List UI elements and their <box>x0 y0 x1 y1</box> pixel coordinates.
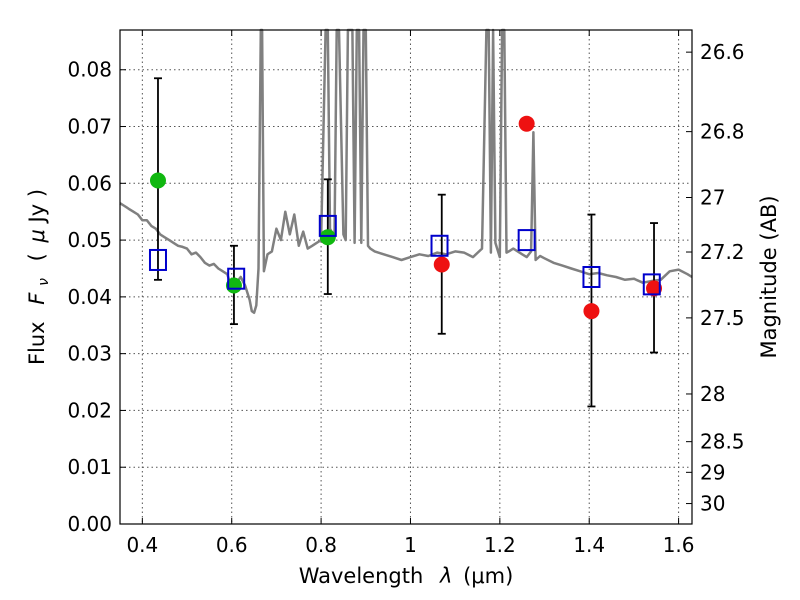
red-data-point <box>433 256 450 273</box>
plot-frame <box>119 29 693 525</box>
y-tick-label: 0.03 <box>67 342 112 366</box>
y2-tick-label: 27.2 <box>700 240 745 264</box>
x-tick-label: 1.4 <box>573 533 605 557</box>
spectrum-line <box>119 28 693 315</box>
model-square <box>642 273 661 296</box>
y-tick-label: 0.06 <box>67 171 112 195</box>
y2-tick-label: 27 <box>700 186 725 210</box>
x-axis-label: Wavelength λ (μm) <box>299 564 514 588</box>
model-square <box>318 214 337 237</box>
y-tick-label: 0.02 <box>67 398 112 422</box>
x-tick-label: 1 <box>404 533 417 557</box>
axis-ticks: 0.4 0.6 0.8 1 1.2 1.4 1.6 0.00 0.01 0.02 0.03 0.04 0… <box>67 30 745 557</box>
y2-axis-label: Magnitude (AB) <box>757 195 781 358</box>
y-tick-label: 0.05 <box>67 228 112 252</box>
green-data-point <box>149 172 166 189</box>
y2-tick-label: 29 <box>700 460 725 484</box>
model-square <box>430 234 449 257</box>
x-tick-label: 1.6 <box>663 533 695 557</box>
y-tick-label: 0.04 <box>67 285 112 309</box>
model-squares <box>148 214 661 296</box>
y2-tick-label: 26.8 <box>700 120 745 144</box>
y-tick-label: 0.08 <box>67 58 112 82</box>
photometry-points <box>149 115 663 320</box>
red-data-point <box>518 115 535 132</box>
errorbars <box>153 77 659 408</box>
x-tick-label: 0.6 <box>216 533 248 557</box>
y-tick-label: 0.01 <box>67 455 112 479</box>
y-axis-label: Flux F ν ( μ Jy ) <box>25 189 53 365</box>
x-tick-label: 0.8 <box>305 533 337 557</box>
model-square <box>582 266 601 288</box>
y2-tick-label: 28 <box>700 382 725 406</box>
model-square <box>517 229 536 252</box>
red-data-point <box>583 303 600 320</box>
x-tick-label: 0.4 <box>126 533 158 557</box>
spectrum-series <box>119 28 693 315</box>
model-square <box>227 267 246 290</box>
y2-tick-label: 27.5 <box>700 306 745 330</box>
y-tick-label: 0.07 <box>67 115 112 139</box>
y2-tick-label: 30 <box>700 492 725 516</box>
green-data-point <box>319 229 336 246</box>
y-tick-label: 0.00 <box>67 512 112 536</box>
grid <box>120 30 692 525</box>
model-square <box>148 248 167 271</box>
x-tick-label: 1.2 <box>484 533 516 557</box>
y2-tick-label: 26.6 <box>700 40 745 64</box>
y2-tick-label: 28.5 <box>700 430 745 454</box>
red-data-point <box>646 280 663 297</box>
